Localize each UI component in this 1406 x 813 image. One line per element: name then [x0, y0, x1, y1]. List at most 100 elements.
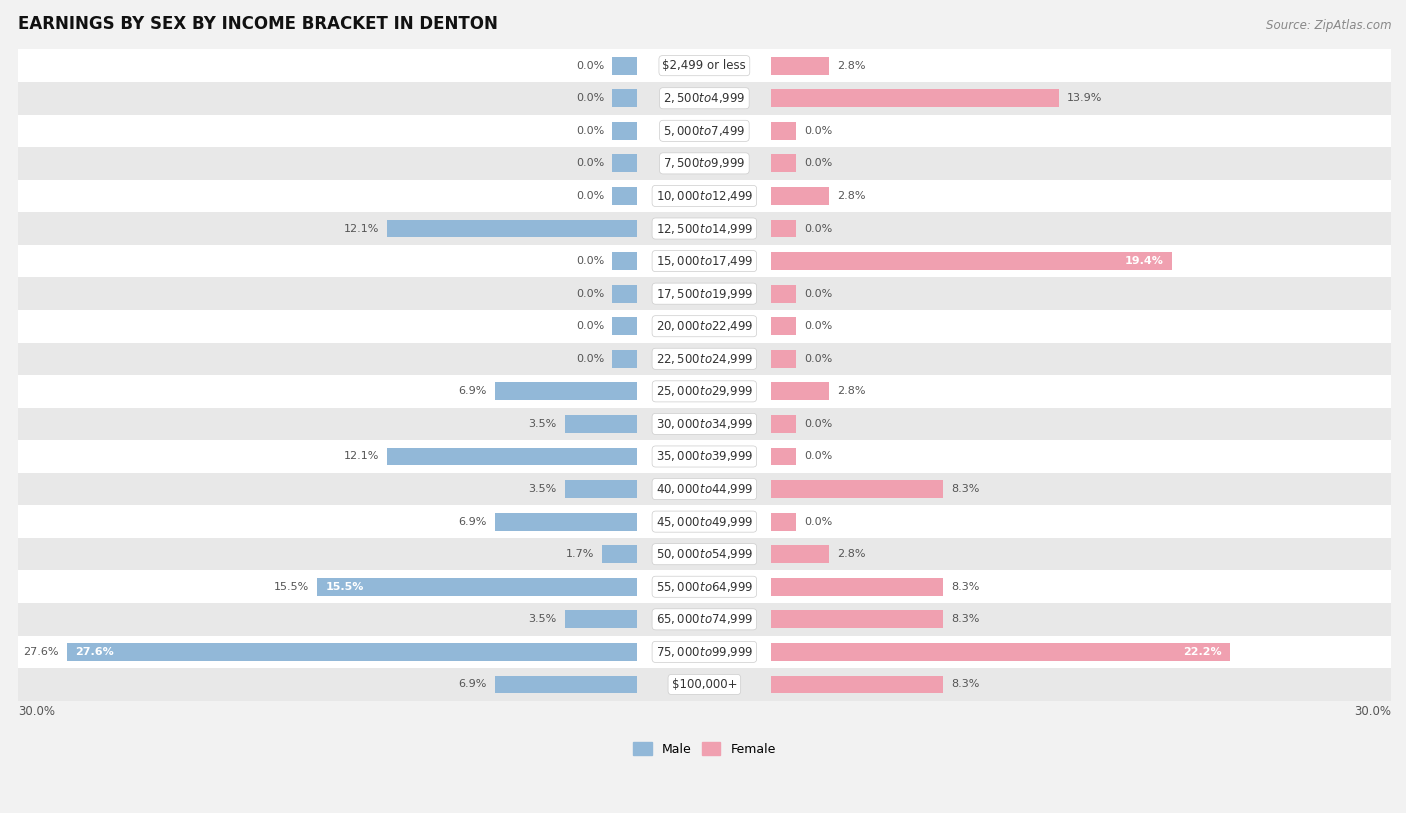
Text: $22,500 to $24,999: $22,500 to $24,999: [655, 352, 754, 366]
Bar: [18, 440, 1391, 473]
Bar: [18, 603, 1391, 636]
Bar: [613, 154, 637, 172]
Bar: [602, 546, 637, 563]
Bar: [772, 643, 1230, 661]
Bar: [772, 154, 796, 172]
Text: 0.0%: 0.0%: [804, 289, 832, 298]
Bar: [18, 375, 1391, 407]
Bar: [772, 285, 796, 302]
Bar: [18, 180, 1391, 212]
Text: 0.0%: 0.0%: [804, 321, 832, 331]
Bar: [565, 611, 637, 628]
Bar: [772, 513, 796, 531]
Text: 30.0%: 30.0%: [1354, 705, 1391, 718]
Text: 2.8%: 2.8%: [838, 550, 866, 559]
Text: 15.5%: 15.5%: [325, 582, 364, 592]
Bar: [772, 350, 796, 367]
Text: $10,000 to $12,499: $10,000 to $12,499: [655, 189, 754, 203]
Bar: [18, 636, 1391, 668]
Text: 0.0%: 0.0%: [804, 419, 832, 429]
Text: 0.0%: 0.0%: [576, 61, 605, 71]
Text: 0.0%: 0.0%: [576, 354, 605, 363]
Text: 15.5%: 15.5%: [274, 582, 309, 592]
Bar: [772, 122, 796, 140]
Bar: [613, 187, 637, 205]
Bar: [18, 571, 1391, 603]
Text: 0.0%: 0.0%: [576, 289, 605, 298]
Text: 3.5%: 3.5%: [529, 615, 557, 624]
Bar: [772, 611, 943, 628]
Bar: [772, 382, 830, 400]
Text: 0.0%: 0.0%: [576, 191, 605, 201]
Text: $45,000 to $49,999: $45,000 to $49,999: [655, 515, 754, 528]
Text: 27.6%: 27.6%: [24, 647, 59, 657]
Bar: [565, 415, 637, 433]
Bar: [18, 538, 1391, 571]
Text: $25,000 to $29,999: $25,000 to $29,999: [655, 385, 754, 398]
Bar: [613, 89, 637, 107]
Bar: [613, 317, 637, 335]
Bar: [772, 57, 830, 75]
Bar: [495, 382, 637, 400]
Text: 2.8%: 2.8%: [838, 61, 866, 71]
Text: $12,500 to $14,999: $12,500 to $14,999: [655, 221, 754, 236]
Text: 0.0%: 0.0%: [576, 321, 605, 331]
Bar: [772, 317, 796, 335]
Text: $65,000 to $74,999: $65,000 to $74,999: [655, 612, 754, 626]
Bar: [613, 122, 637, 140]
Text: 13.9%: 13.9%: [1067, 93, 1102, 103]
Bar: [772, 447, 796, 466]
Text: $30,000 to $34,999: $30,000 to $34,999: [655, 417, 754, 431]
Text: 6.9%: 6.9%: [458, 386, 486, 397]
Text: 6.9%: 6.9%: [458, 516, 486, 527]
Text: 0.0%: 0.0%: [576, 93, 605, 103]
Bar: [772, 89, 1059, 107]
Text: 22.2%: 22.2%: [1182, 647, 1222, 657]
Bar: [18, 277, 1391, 310]
Bar: [18, 342, 1391, 375]
Text: 8.3%: 8.3%: [950, 680, 980, 689]
Text: 0.0%: 0.0%: [804, 516, 832, 527]
Bar: [772, 415, 796, 433]
Bar: [18, 473, 1391, 506]
Bar: [18, 82, 1391, 115]
Bar: [18, 407, 1391, 440]
Text: $15,000 to $17,499: $15,000 to $17,499: [655, 254, 754, 268]
Text: 8.3%: 8.3%: [950, 582, 980, 592]
Text: 3.5%: 3.5%: [529, 484, 557, 494]
Text: $50,000 to $54,999: $50,000 to $54,999: [655, 547, 754, 561]
Bar: [18, 147, 1391, 180]
Bar: [495, 513, 637, 531]
Text: $2,500 to $4,999: $2,500 to $4,999: [664, 91, 745, 105]
Text: Source: ZipAtlas.com: Source: ZipAtlas.com: [1267, 19, 1392, 32]
Bar: [613, 285, 637, 302]
Text: 0.0%: 0.0%: [804, 354, 832, 363]
Text: $35,000 to $39,999: $35,000 to $39,999: [655, 450, 754, 463]
Bar: [388, 220, 637, 237]
Bar: [318, 578, 637, 596]
Text: 12.1%: 12.1%: [343, 451, 380, 462]
Bar: [613, 57, 637, 75]
Text: 0.0%: 0.0%: [804, 451, 832, 462]
Text: $75,000 to $99,999: $75,000 to $99,999: [655, 645, 754, 659]
Bar: [18, 50, 1391, 82]
Bar: [772, 187, 830, 205]
Text: 0.0%: 0.0%: [576, 126, 605, 136]
Bar: [772, 578, 943, 596]
Text: 2.8%: 2.8%: [838, 386, 866, 397]
Bar: [772, 480, 943, 498]
Bar: [772, 676, 943, 693]
Bar: [772, 220, 796, 237]
Text: $5,000 to $7,499: $5,000 to $7,499: [664, 124, 745, 138]
Text: 0.0%: 0.0%: [804, 224, 832, 233]
Text: $17,500 to $19,999: $17,500 to $19,999: [655, 287, 754, 301]
Text: 12.1%: 12.1%: [343, 224, 380, 233]
Text: 27.6%: 27.6%: [76, 647, 114, 657]
Bar: [772, 252, 1173, 270]
Text: 0.0%: 0.0%: [576, 159, 605, 168]
Bar: [613, 252, 637, 270]
Text: $40,000 to $44,999: $40,000 to $44,999: [655, 482, 754, 496]
Bar: [18, 310, 1391, 342]
Text: 1.7%: 1.7%: [565, 550, 593, 559]
Bar: [613, 350, 637, 367]
